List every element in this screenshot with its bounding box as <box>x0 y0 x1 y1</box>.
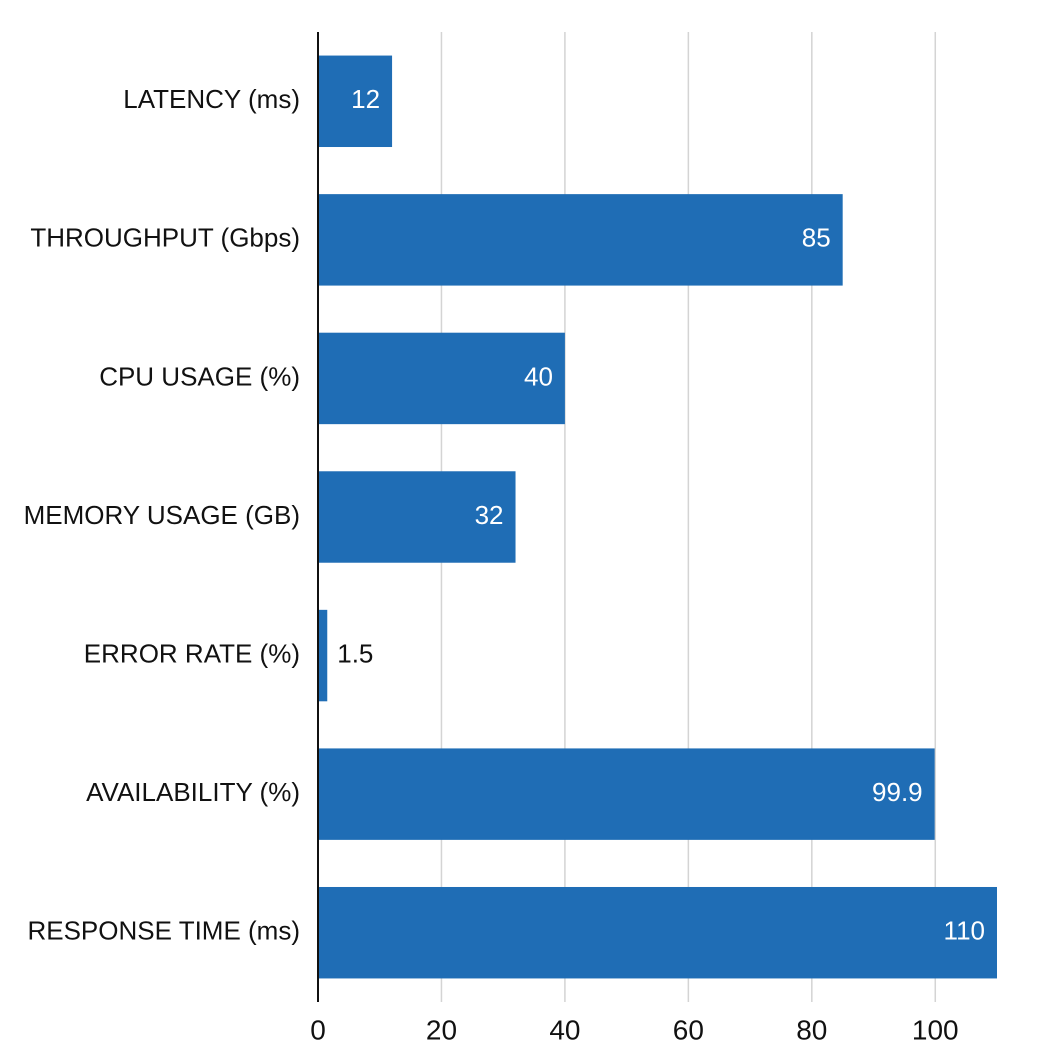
value-label: 32 <box>475 500 504 530</box>
x-tick-label: 100 <box>912 1014 959 1045</box>
bar <box>318 748 935 840</box>
value-label: 40 <box>524 361 553 391</box>
value-label: 1.5 <box>337 638 373 668</box>
x-tick-label: 80 <box>796 1014 827 1045</box>
bar <box>318 332 565 425</box>
x-tick-label: 20 <box>426 1014 457 1045</box>
bar <box>318 55 393 148</box>
y-tick-label: LATENCY (ms) <box>123 84 300 114</box>
value-label: 85 <box>802 223 831 253</box>
y-tick-label: THROUGHPUT (Gbps) <box>30 223 300 253</box>
y-tick-label: AVAILABILITY (%) <box>86 777 300 807</box>
value-label: 12 <box>351 84 380 114</box>
value-label: 110 <box>944 916 985 946</box>
x-tick-label: 0 <box>310 1014 326 1045</box>
y-tick-label: ERROR RATE (%) <box>84 638 300 668</box>
value-label: 99.9 <box>872 777 923 807</box>
bar <box>318 886 997 979</box>
y-tick-label: CPU USAGE (%) <box>99 361 300 391</box>
x-tick-label: 40 <box>549 1014 580 1045</box>
bar <box>318 471 516 563</box>
y-tick-label: RESPONSE TIME (ms) <box>27 916 300 946</box>
x-tick-label: 60 <box>673 1014 704 1045</box>
bar <box>318 609 328 702</box>
bar <box>318 194 843 286</box>
y-tick-label: MEMORY USAGE (GB) <box>24 500 300 530</box>
